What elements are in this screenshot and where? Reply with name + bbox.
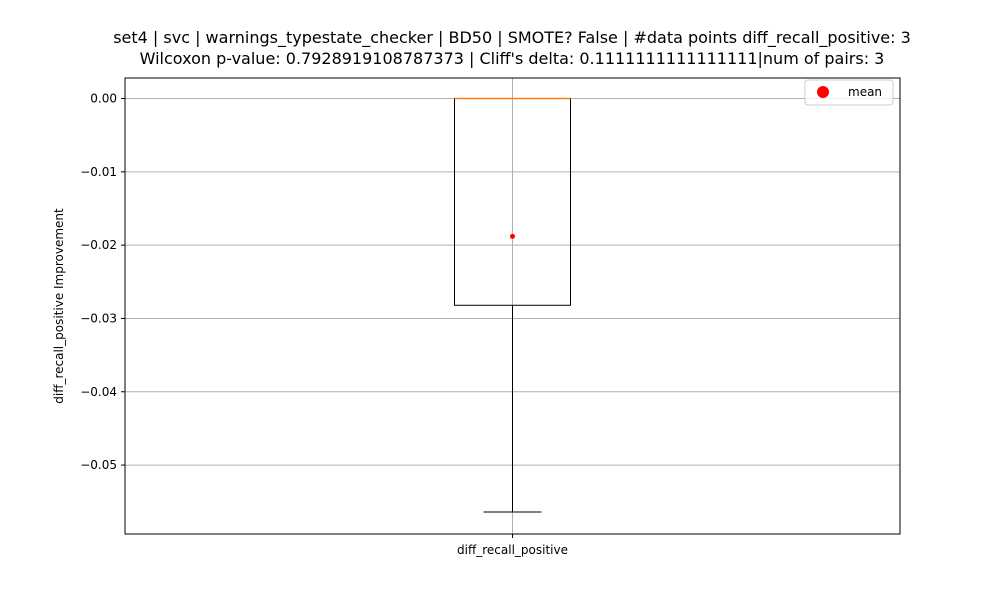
chart-title: set4 | svc | warnings_typestate_checker … [113, 28, 911, 68]
y-tick-label-0: 0.00 [90, 92, 117, 106]
y-axis-ticks: 0.00 −0.01 −0.02 −0.03 −0.04 −0.05 [80, 92, 125, 472]
legend-box [804, 79, 894, 106]
chart-title-line-1: set4 | svc | warnings_typestate_checker … [113, 28, 911, 48]
y-tick-label-1: −0.01 [80, 165, 117, 179]
y-axis-label: diff_recall_positive Improvement [52, 208, 66, 404]
legend: mean [804, 79, 894, 106]
y-tick-label-5: −0.05 [80, 458, 117, 472]
y-tick-label-3: −0.03 [80, 311, 117, 325]
mean-point [510, 233, 515, 239]
x-tick-label-0: diff_recall_positive [457, 543, 568, 557]
legend-marker-0 [817, 86, 829, 98]
x-axis-ticks: diff_recall_positive [457, 534, 568, 557]
y-tick-label-4: −0.04 [80, 385, 117, 399]
y-tick-label-2: −0.02 [80, 238, 117, 252]
box-plot [454, 97, 571, 513]
chart-title-line-2: Wilcoxon p-value: 0.7928919108787373 | C… [140, 49, 885, 68]
legend-label-0: mean [848, 85, 882, 99]
